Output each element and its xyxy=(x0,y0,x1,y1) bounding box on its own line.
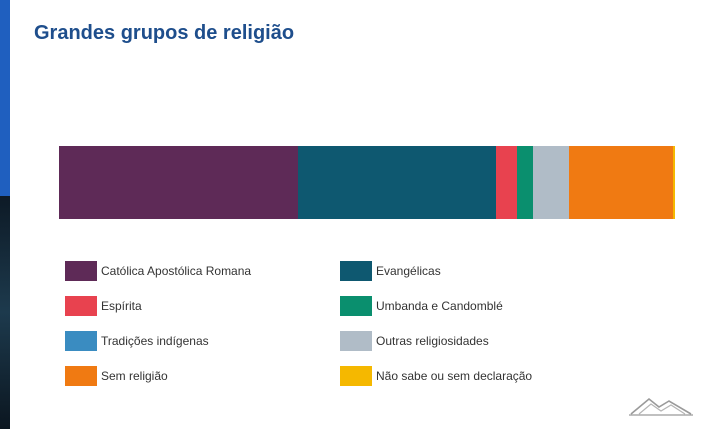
legend-item: Espírita xyxy=(65,295,142,317)
legend-swatch xyxy=(340,366,372,386)
bar-segment-0 xyxy=(59,146,298,219)
legend-swatch xyxy=(65,296,97,316)
legend-label: Sem religião xyxy=(101,369,168,383)
legend-swatch xyxy=(65,366,97,386)
legend-label: Umbanda e Candomblé xyxy=(376,299,503,313)
legend-label: Não sabe ou sem declaração xyxy=(376,369,533,383)
legend-item: Católica Apostólica Romana xyxy=(65,260,251,282)
bar-segment-6 xyxy=(569,146,673,219)
stacked-bar xyxy=(59,146,675,219)
legend-label: Tradições indígenas xyxy=(101,334,209,348)
legend-swatch xyxy=(340,261,372,281)
legend-item: Tradições indígenas xyxy=(65,330,209,352)
accent-bar xyxy=(0,0,10,196)
chart-card: Grandes grupos de religião Católica Apos… xyxy=(10,0,718,429)
legend-swatch xyxy=(340,331,372,351)
bar-segment-1 xyxy=(298,146,496,219)
left-accent-strip xyxy=(0,0,10,429)
legend-swatch xyxy=(340,296,372,316)
bar-segment-2 xyxy=(495,146,517,219)
chart-title: Grandes grupos de religião xyxy=(34,22,295,44)
bar-segment-4 xyxy=(532,146,534,219)
bar-segment-3 xyxy=(516,146,533,219)
bar-segment-5 xyxy=(533,146,570,219)
legend-label: Outras religiosidades xyxy=(376,334,489,348)
legend-label: Evangélicas xyxy=(376,264,441,278)
background-photo-strip xyxy=(0,196,10,429)
legend-item: Umbanda e Candomblé xyxy=(340,295,503,317)
legend-label: Católica Apostólica Romana xyxy=(101,264,252,278)
legend-swatch xyxy=(65,331,97,351)
legend-swatch xyxy=(65,261,97,281)
legend-item: Não sabe ou sem declaração xyxy=(340,365,532,387)
legend-item: Outras religiosidades xyxy=(340,330,489,352)
legend-item: Sem religião xyxy=(65,365,168,387)
bar-segment-7 xyxy=(672,146,675,219)
mountain-logo-icon xyxy=(629,397,693,416)
chart-legend: Católica Apostólica Romana Evangélicas Esp… xyxy=(65,260,625,400)
legend-item: Evangélicas xyxy=(340,260,441,282)
legend-label: Espírita xyxy=(101,299,142,313)
